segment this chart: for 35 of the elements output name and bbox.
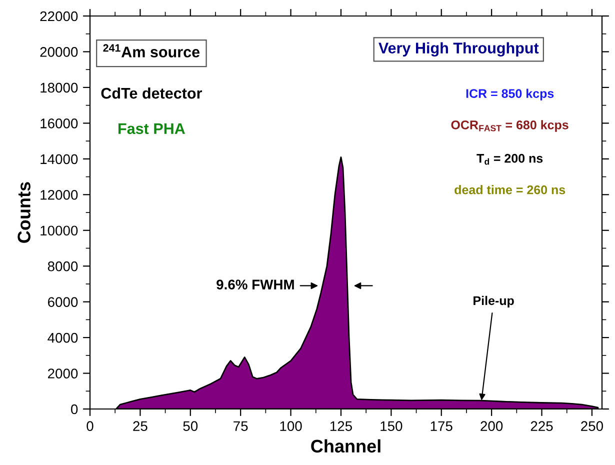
annotation: OCR$_{FAST}$ = 680 kcps	[451, 120, 568, 132]
annotation: 9.6% FWHM	[216, 280, 294, 290]
y-tick-label: 22000	[40, 11, 78, 22]
y-tick-label: 6000	[48, 297, 78, 307]
y-tick-label: 14000	[40, 154, 78, 164]
y-tick-label: 8000	[48, 261, 78, 272]
annotation: Fast PHA	[118, 123, 185, 134]
x-tick-label: 250	[581, 421, 604, 432]
x-tick-label: 200	[480, 421, 503, 432]
y-tick-label: 18000	[40, 82, 78, 93]
y-tick-label: 12000	[40, 190, 78, 200]
y-tick-label: 0	[71, 404, 78, 414]
annotation: Pile-up	[474, 296, 514, 308]
annotation: Very High Throughput	[378, 42, 539, 57]
x-tick-label: 125	[330, 421, 352, 432]
annotation: $^{241}$Am source	[103, 44, 200, 58]
annotation: ICR = 850 kcps	[466, 88, 554, 100]
x-tick-label: 0	[86, 421, 94, 432]
annotation: CdTe detector	[101, 87, 202, 99]
x-tick-label: 225	[530, 421, 553, 432]
x-tick-label: 75	[234, 421, 248, 432]
y-tick-label: 2000	[48, 368, 78, 378]
y-tick-label: 4000	[48, 332, 78, 343]
x-tick-label: 175	[430, 421, 452, 432]
y-tick-label: 16000	[40, 118, 78, 128]
annotation: dead time = 260 ns	[454, 185, 566, 194]
x-tick-label: 100	[280, 421, 302, 432]
y-axis-title: Counts	[18, 182, 30, 243]
x-axis-title: Channel	[311, 439, 380, 453]
x-tick-label: 150	[380, 421, 402, 432]
x-tick-label: 50	[183, 421, 198, 432]
annotation: T$_{d}$ = 200 ns	[476, 154, 543, 165]
y-tick-label: 20000	[40, 47, 78, 57]
y-tick-label: 10000	[40, 226, 78, 236]
x-tick-label: 25	[133, 421, 148, 432]
